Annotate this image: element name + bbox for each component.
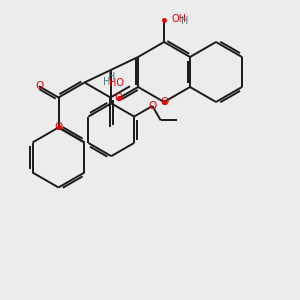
Text: O: O	[148, 101, 157, 111]
Text: H: H	[103, 77, 110, 87]
Text: O: O	[160, 97, 168, 107]
Text: OH: OH	[172, 14, 187, 25]
Text: HO: HO	[109, 78, 124, 88]
Text: O: O	[54, 122, 63, 133]
Text: O: O	[114, 93, 123, 103]
Text: O: O	[35, 81, 43, 91]
Text: H: H	[181, 16, 188, 26]
Text: H: H	[108, 72, 116, 82]
